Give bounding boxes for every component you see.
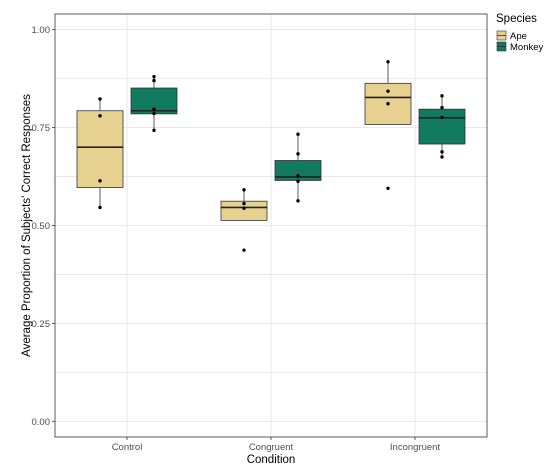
data-point	[98, 205, 102, 210]
box-ape-incongruent	[364, 60, 412, 190]
data-point	[296, 174, 300, 178]
data-point	[296, 152, 300, 156]
data-point	[242, 201, 246, 206]
data-point	[296, 179, 300, 183]
data-point	[242, 248, 246, 252]
data-point	[386, 186, 390, 190]
data-point	[242, 188, 246, 192]
legend-label: Ape	[510, 31, 527, 42]
box-ape-control	[76, 97, 124, 210]
y-axis-title: Average Proportion of Subjects' Correct …	[21, 94, 33, 357]
data-point	[98, 179, 102, 183]
boxes	[76, 60, 466, 252]
data-point	[152, 128, 156, 133]
x-tick-label: Control	[112, 442, 143, 453]
legend-label: Monkey	[510, 42, 544, 53]
box-ape-congruent	[220, 188, 268, 252]
data-point	[440, 105, 444, 110]
data-point	[440, 115, 444, 120]
data-point	[152, 107, 156, 111]
data-point	[242, 206, 246, 210]
box-body	[418, 108, 466, 145]
data-point	[152, 74, 156, 79]
box-monkey-control	[130, 74, 178, 133]
legend-title: Species	[496, 13, 537, 25]
box-monkey-congruent	[274, 132, 322, 203]
data-point	[386, 60, 390, 64]
box-monkey-incongruent	[418, 94, 466, 159]
data-point	[152, 111, 156, 116]
data-point	[98, 97, 102, 101]
y-tick-label: 0.75	[32, 123, 51, 134]
box-body	[76, 110, 124, 188]
box-body	[220, 200, 268, 221]
x-axis-title: Condition	[247, 454, 296, 466]
x-tick-label: Incongruent	[390, 442, 441, 453]
legend-key-ape: Ape	[496, 30, 527, 42]
grid	[55, 14, 487, 437]
y-tick-label: 0.50	[32, 221, 51, 232]
data-point	[440, 94, 444, 98]
data-point	[440, 150, 444, 154]
y-tick-label: 1.00	[32, 25, 51, 36]
data-point	[296, 132, 300, 136]
axes: 0.00 0.25 0.50 0.75 1.00 Control Congruent Inco…	[32, 25, 441, 453]
data-point	[98, 114, 102, 118]
data-point	[386, 101, 390, 106]
y-tick-label: 0.00	[32, 417, 51, 428]
y-tick-label: 0.25	[32, 319, 51, 330]
data-point	[440, 155, 444, 159]
legend-key-monkey: Monkey	[496, 41, 544, 53]
data-point	[152, 78, 156, 83]
x-tick-label: Congruent	[249, 442, 294, 453]
data-point	[386, 89, 390, 93]
data-point	[296, 199, 300, 203]
